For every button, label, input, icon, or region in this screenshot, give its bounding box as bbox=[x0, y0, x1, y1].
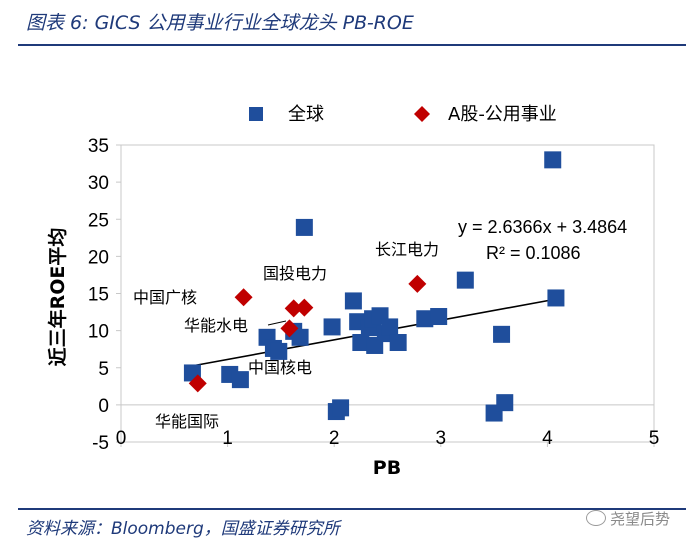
plot-frame bbox=[120, 144, 655, 443]
annotation-cgn: 中国广核 bbox=[133, 288, 197, 307]
x-tick-label: 4 bbox=[542, 428, 553, 449]
point-global bbox=[381, 318, 399, 336]
wechat-icon bbox=[586, 510, 606, 526]
y-tick-label: 10 bbox=[88, 322, 109, 343]
point-global bbox=[456, 271, 474, 289]
watermark: 尧望后势 bbox=[586, 508, 670, 529]
y-axis-label: 近三年ROE平均 bbox=[46, 228, 69, 367]
point-ashare bbox=[284, 299, 303, 318]
point-ashare bbox=[408, 274, 427, 293]
legend-diamond-icon bbox=[414, 106, 430, 122]
y-tick-label: 30 bbox=[88, 173, 109, 194]
annotation-sdic-power: 国投电力 bbox=[263, 264, 327, 283]
point-ashare bbox=[234, 288, 253, 307]
point-global bbox=[231, 371, 249, 389]
point-global bbox=[352, 334, 370, 352]
y-tick-label: 15 bbox=[88, 285, 109, 306]
legend-label-global: 全球 bbox=[288, 104, 324, 125]
point-global bbox=[493, 325, 511, 343]
point-global bbox=[544, 151, 562, 169]
point-global bbox=[270, 342, 288, 360]
x-tick-label: 2 bbox=[329, 428, 340, 449]
legend-label-ashare: A股-公用事业 bbox=[448, 104, 557, 125]
annotation-cypc: 长江电力 bbox=[375, 240, 439, 259]
annotation-huaneng-intl: 华能国际 bbox=[155, 412, 219, 431]
annotation-cnnp: 中国核电 bbox=[248, 358, 312, 377]
annotation-huaneng-hydro: 华能水电 bbox=[184, 316, 248, 335]
y-tick-label: 25 bbox=[88, 210, 109, 231]
point-ashare bbox=[280, 319, 299, 338]
point-global bbox=[344, 292, 362, 310]
point-global bbox=[323, 318, 341, 336]
annotation-leader-line bbox=[267, 320, 287, 326]
y-tick-label: 5 bbox=[98, 359, 109, 380]
point-global bbox=[332, 399, 350, 417]
y-tick-label: 0 bbox=[98, 396, 109, 417]
source-note: 资料来源：Bloomberg，国盛证券研究所 bbox=[26, 519, 340, 539]
point-global bbox=[389, 334, 407, 352]
point-global bbox=[295, 218, 313, 236]
point-global bbox=[291, 328, 309, 346]
x-tick-label: 1 bbox=[222, 428, 233, 449]
x-axis-label: PB bbox=[373, 457, 401, 479]
r-squared: R² = 0.1086 bbox=[486, 243, 581, 263]
chart-title: 图表 6: GICS 公用事业行业全球龙头 PB-ROE bbox=[26, 12, 414, 34]
y-tick-label: 20 bbox=[88, 247, 109, 268]
x-tick-label: 0 bbox=[116, 428, 127, 449]
point-ashare bbox=[188, 374, 207, 393]
point-global bbox=[430, 308, 448, 326]
x-tick-label: 5 bbox=[649, 428, 660, 449]
point-global bbox=[416, 310, 434, 328]
point-global bbox=[547, 289, 565, 307]
footer-rule bbox=[18, 508, 686, 510]
legend-square-icon bbox=[249, 107, 263, 121]
title-rule bbox=[18, 44, 686, 46]
point-global bbox=[496, 394, 514, 412]
point-ashare bbox=[295, 298, 314, 317]
watermark-text: 尧望后势 bbox=[610, 510, 671, 528]
y-tick-label: -5 bbox=[92, 433, 109, 454]
x-tick-label: 3 bbox=[436, 428, 447, 449]
regression-equation: y = 2.6366x + 3.4864 bbox=[458, 217, 627, 237]
y-tick-label: 35 bbox=[88, 136, 109, 157]
